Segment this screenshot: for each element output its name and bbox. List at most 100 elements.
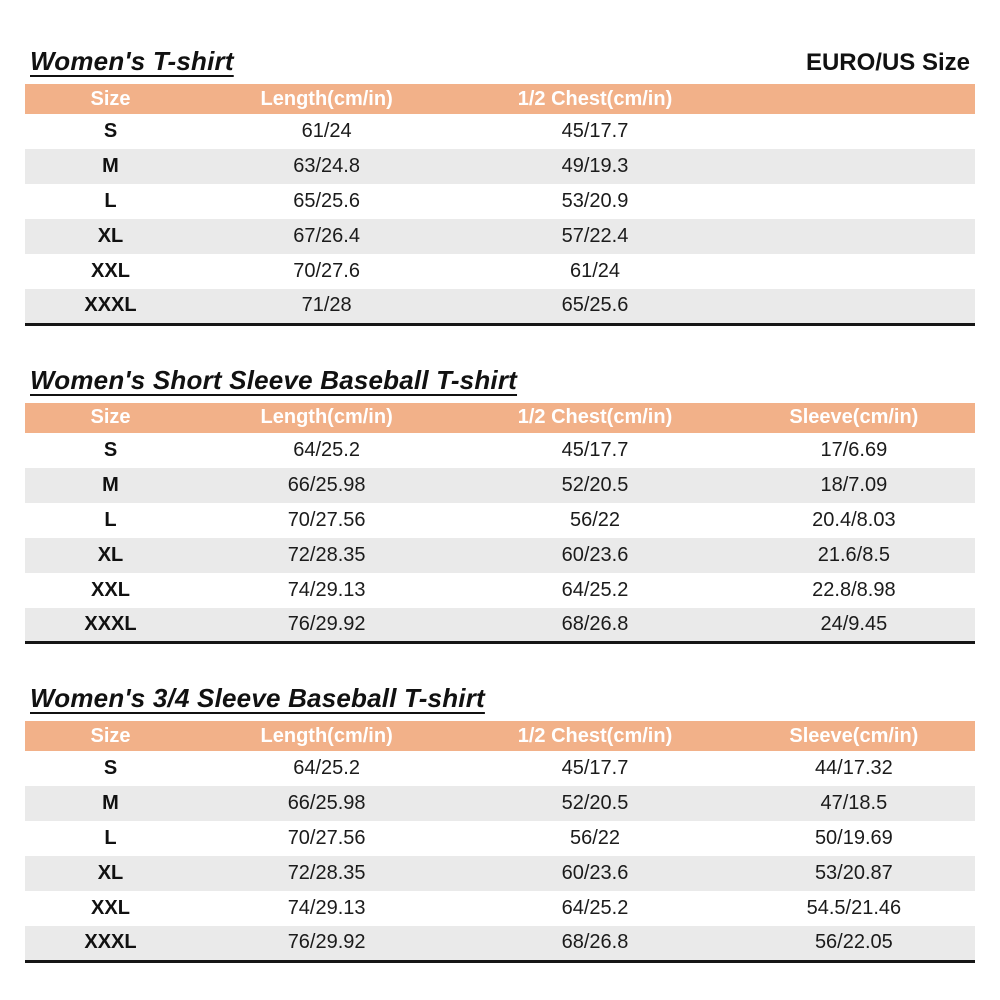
value-cell: 44/17.32 bbox=[814, 757, 893, 779]
value-cell: 45/17.7 bbox=[561, 438, 629, 461]
size-cell: L bbox=[104, 190, 117, 212]
value-cell: 56/22 bbox=[569, 827, 621, 849]
size-cell: S bbox=[103, 757, 118, 779]
size-cell: S bbox=[103, 438, 118, 461]
value-cell: 24/9.45 bbox=[820, 612, 888, 635]
table-row-xl: XL 67/26.4 57/22.4 bbox=[25, 219, 975, 254]
value-cell: 74/29.13 bbox=[287, 578, 366, 601]
table-row-m: M 63/24.8 49/19.3 bbox=[25, 149, 975, 184]
value-cell: 60/23.6 bbox=[561, 543, 629, 566]
value-cell bbox=[733, 149, 975, 184]
size-cell: XL bbox=[97, 543, 124, 566]
value-cell: 71/28 bbox=[301, 294, 352, 317]
value-cell: 64/25.2 bbox=[561, 897, 629, 919]
value-cell bbox=[733, 289, 975, 324]
size-cell: XL bbox=[97, 862, 124, 884]
value-cell: 21.6/8.5 bbox=[817, 543, 891, 566]
value-cell: 76/29.92 bbox=[287, 612, 366, 635]
value-cell: 64/25.2 bbox=[293, 757, 360, 779]
value-cell: 70/27.6 bbox=[293, 260, 360, 282]
size-cell: M bbox=[102, 473, 119, 496]
column-header-1-2-chest-cm-in: 1/2 Chest(cm/in) bbox=[457, 84, 733, 114]
table-row-l: L 70/27.56 56/22 20.4/8.03 bbox=[25, 503, 975, 538]
size-chart-page: Women's T-shirt EURO/US Size Size Length(… bbox=[25, 46, 975, 963]
size-cell: XXL bbox=[91, 578, 130, 601]
value-cell: 67/26.4 bbox=[293, 225, 360, 247]
value-cell: 61/24 bbox=[569, 260, 621, 282]
value-cell: 66/25.98 bbox=[287, 792, 366, 814]
size-cell: XL bbox=[97, 225, 124, 247]
value-cell: 72/28.35 bbox=[287, 543, 366, 566]
size-cell: S bbox=[103, 120, 118, 142]
table-title-womens-tshirt: Women's T-shirt bbox=[30, 46, 234, 76]
value-cell bbox=[733, 114, 975, 149]
column-header-length-cm-in: Length(cm/in) bbox=[196, 84, 458, 114]
table-row-xl: XL 72/28.35 60/23.6 21.6/8.5 bbox=[25, 537, 975, 573]
value-cell: 66/25.98 bbox=[287, 473, 366, 496]
table-row-s: S 64/25.2 45/17.7 17/6.69 bbox=[25, 433, 975, 468]
value-cell: 68/26.8 bbox=[561, 931, 629, 954]
size-cell: XXXL bbox=[84, 294, 137, 317]
value-cell bbox=[733, 254, 975, 289]
short-sleeve-baseball-size-table: Size Length(cm/in) 1/2 Chest(cm/in) Sleeve(… bbox=[25, 402, 975, 644]
header-row: Size Length(cm/in) 1/2 Chest(cm/in) Sleeve(… bbox=[25, 402, 975, 433]
header-row: Size Length(cm/in) 1/2 Chest(cm/in) Sleeve(… bbox=[25, 721, 975, 751]
column-header-1-2-chest-cm-in: 1/2 Chest(cm/in) bbox=[457, 402, 733, 433]
table-row-xxl: XXL 70/27.6 61/24 bbox=[25, 254, 975, 289]
value-cell: 52/20.5 bbox=[561, 473, 629, 496]
value-cell: 47/18.5 bbox=[820, 792, 888, 814]
value-cell: 56/22.05 bbox=[814, 931, 893, 954]
value-cell: 53/20.9 bbox=[561, 190, 629, 212]
value-cell: 65/25.6 bbox=[561, 294, 629, 317]
column-header-1-2-chest-cm-in: 1/2 Chest(cm/in) bbox=[457, 721, 733, 751]
value-cell: 20.4/8.03 bbox=[812, 508, 896, 531]
size-cell: M bbox=[102, 155, 119, 177]
value-cell bbox=[733, 219, 975, 254]
value-cell: 68/26.8 bbox=[561, 612, 629, 635]
size-cell: L bbox=[104, 827, 117, 849]
size-cell: L bbox=[104, 508, 117, 531]
title-row: Women's T-shirt EURO/US Size bbox=[25, 46, 975, 77]
table-row-xxl: XXL 74/29.13 64/25.2 54.5/21.46 bbox=[25, 891, 975, 926]
table-row-s: S 61/24 45/17.7 bbox=[25, 114, 975, 149]
size-cell: XXXL bbox=[84, 612, 137, 635]
size-cell: XXL bbox=[91, 260, 130, 282]
value-cell: 54.5/21.46 bbox=[806, 897, 902, 919]
table-row-xl: XL 72/28.35 60/23.6 53/20.87 bbox=[25, 856, 975, 891]
euro-us-size-label: EURO/US Size bbox=[805, 49, 970, 76]
table-row-xxxl: XXXL 76/29.92 68/26.8 56/22.05 bbox=[25, 926, 975, 961]
column-header-length-cm-in: Length(cm/in) bbox=[196, 402, 458, 433]
table-row-xxxl: XXXL 76/29.92 68/26.8 24/9.45 bbox=[25, 607, 975, 643]
table-row-m: M 66/25.98 52/20.5 18/7.09 bbox=[25, 467, 975, 503]
size-cell: XXL bbox=[91, 897, 130, 919]
value-cell: 52/20.5 bbox=[561, 792, 629, 814]
value-cell: 65/25.6 bbox=[293, 190, 360, 212]
value-cell: 74/29.13 bbox=[287, 897, 366, 919]
column-header-length-cm-in: Length(cm/in) bbox=[196, 721, 458, 751]
column-header-size: Size bbox=[25, 84, 196, 114]
table-title-three-quarter-sleeve-baseball: Women's 3/4 Sleeve Baseball T-shirt bbox=[30, 683, 485, 713]
value-cell bbox=[733, 184, 975, 219]
table-row-s: S 64/25.2 45/17.7 44/17.32 bbox=[25, 751, 975, 786]
header-row: Size Length(cm/in) 1/2 Chest(cm/in) bbox=[25, 84, 975, 114]
three-quarter-sleeve-baseball-size-table: Size Length(cm/in) 1/2 Chest(cm/in) Sleeve(… bbox=[25, 721, 975, 963]
value-cell: 64/25.2 bbox=[561, 578, 629, 601]
column-header-empty bbox=[732, 84, 975, 114]
value-cell: 22.8/8.98 bbox=[812, 578, 896, 601]
table-row-xxl: XXL 74/29.13 64/25.2 22.8/8.98 bbox=[25, 573, 975, 608]
column-header-sleeve-cm-in: Sleeve(cm/in) bbox=[732, 402, 975, 433]
value-cell: 63/24.8 bbox=[293, 155, 360, 177]
value-cell: 45/17.7 bbox=[561, 120, 629, 142]
value-cell: 56/22 bbox=[569, 508, 621, 531]
value-cell: 49/19.3 bbox=[561, 155, 629, 177]
table-row-l: L 65/25.6 53/20.9 bbox=[25, 184, 975, 219]
size-cell: M bbox=[102, 792, 119, 814]
value-cell: 50/19.69 bbox=[814, 827, 893, 849]
value-cell: 17/6.69 bbox=[820, 438, 888, 461]
table-row-l: L 70/27.56 56/22 50/19.69 bbox=[25, 821, 975, 856]
value-cell: 45/17.7 bbox=[561, 757, 629, 779]
size-cell: XXXL bbox=[84, 931, 137, 954]
value-cell: 61/24 bbox=[301, 120, 352, 142]
table-row-xxxl: XXXL 71/28 65/25.6 bbox=[25, 289, 975, 324]
value-cell: 53/20.87 bbox=[814, 862, 893, 884]
